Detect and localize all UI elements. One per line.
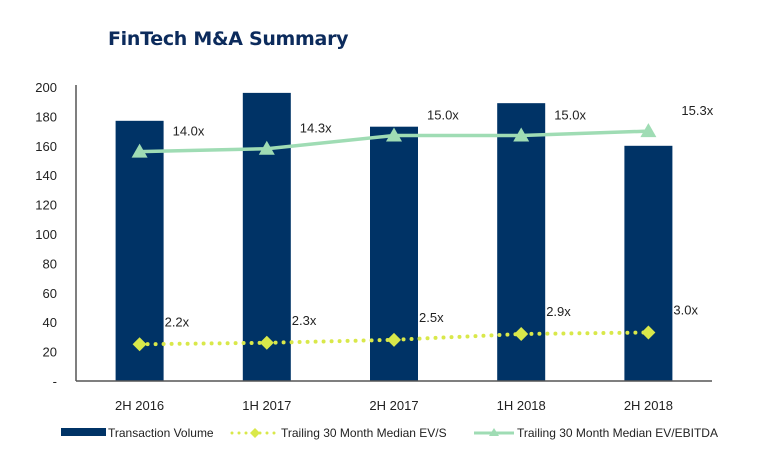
ev-ebitda-data-label: 15.0x: [427, 108, 459, 123]
ev-s-marker: [259, 335, 274, 350]
y-tick-label: 20: [43, 345, 57, 360]
ev-ebitda-data-label: 14.3x: [300, 121, 332, 136]
ev-s-marker: [387, 332, 401, 347]
legend-label: Trailing 30 Month Median EV/S: [281, 426, 447, 440]
y-tick-label: 120: [35, 198, 57, 213]
ev-ebitda-data-label: 14.0x: [173, 124, 205, 139]
ev-s-marker: [641, 325, 656, 340]
legend-label: Transaction Volume: [108, 426, 214, 440]
y-tick-label: 40: [43, 315, 57, 330]
y-tick-label: 80: [43, 256, 57, 271]
legend-swatch-transaction-volume: [61, 428, 106, 436]
x-tick-label: 1H 2017: [242, 398, 291, 413]
y-tick-label: -: [53, 374, 57, 389]
legend-marker-ev-s: [250, 428, 260, 438]
ev-ebitda-data-label: 15.3x: [681, 103, 713, 118]
y-tick-label: 100: [35, 227, 57, 242]
ev-s-data-label: 2.3x: [292, 313, 317, 328]
y-tick-label: 60: [43, 286, 57, 301]
ev-s-data-label: 3.0x: [673, 302, 698, 317]
chart-title: FinTech M&A Summary: [108, 28, 349, 50]
ev-ebitda-data-label: 15.0x: [554, 108, 586, 123]
ev-s-data-label: 2.2x: [165, 314, 190, 329]
x-tick-label: 2H 2016: [115, 398, 164, 413]
bar: [624, 145, 673, 381]
ev-s-marker: [132, 337, 147, 352]
y-tick-label: 140: [35, 168, 57, 183]
x-tick-label: 2H 2018: [624, 398, 673, 413]
legend-label: Trailing 30 Month Median EV/EBITDA: [517, 426, 718, 440]
y-tick-label: 180: [35, 109, 57, 124]
ev-ebitda-marker: [258, 140, 275, 155]
ev-s-data-label: 2.5x: [419, 310, 444, 325]
ev-ebitda-marker: [513, 127, 530, 142]
legend-marker-ev-ebitda: [489, 428, 499, 436]
ev-ebitda-marker: [386, 127, 402, 142]
ev-ebitda-marker: [131, 143, 148, 158]
y-tick-label: 160: [35, 139, 57, 154]
x-tick-label: 2H 2017: [369, 398, 418, 413]
x-tick-label: 1H 2018: [497, 398, 546, 413]
ev-ebitda-marker: [640, 123, 657, 138]
ev-s-data-label: 2.9x: [546, 304, 571, 319]
ev-s-marker: [514, 326, 529, 341]
y-tick-label: 200: [35, 80, 57, 95]
